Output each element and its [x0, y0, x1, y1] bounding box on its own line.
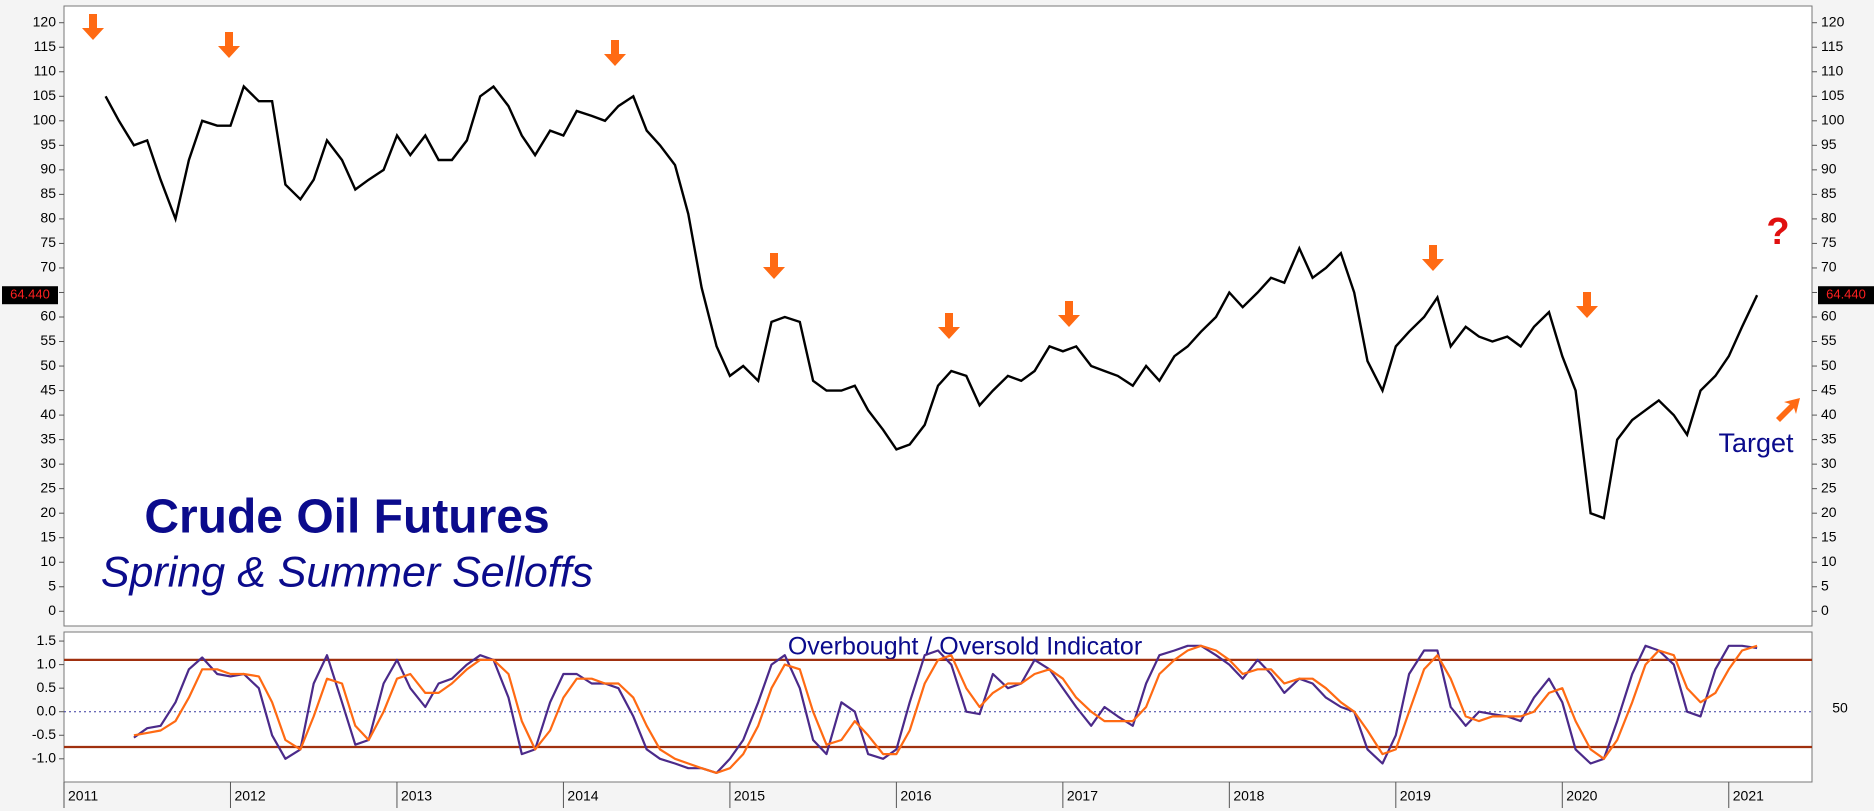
- y-tick-label: 15: [40, 528, 56, 544]
- y-tick-label: 45: [1821, 381, 1837, 397]
- last-price-label: 64.440: [10, 287, 50, 302]
- y-tick-label: 0.5: [37, 679, 57, 695]
- y-tick-label: 20: [40, 504, 56, 520]
- arrows: [82, 14, 1800, 422]
- y-tick-label: 5: [1821, 577, 1829, 593]
- y-tick-label: 25: [1821, 479, 1837, 495]
- y-tick-label: 90: [1821, 161, 1837, 177]
- annotation: Target: [1718, 428, 1794, 458]
- y-tick-label: 15: [1821, 528, 1837, 544]
- y-tick-label: 20: [1821, 504, 1837, 520]
- down-arrow: [938, 313, 960, 339]
- y-tick-label: 30: [40, 455, 56, 471]
- last-price-box: [1818, 286, 1874, 305]
- y-tick-label: 90: [40, 161, 56, 177]
- y-tick-label: 0: [1821, 602, 1829, 618]
- y-tick-label: 70: [1821, 259, 1837, 275]
- y-tick-label: 105: [1821, 87, 1845, 103]
- chart-title: Crude Oil Futures: [144, 491, 549, 544]
- x-tick-label: 2017: [1067, 788, 1098, 804]
- y-tick-label: 95: [40, 136, 56, 152]
- indicator-line: [133, 644, 1758, 774]
- y-tick-label: 85: [40, 185, 56, 201]
- y-tick-label: 1.0: [37, 655, 57, 671]
- x-tick-label: 2014: [567, 788, 598, 804]
- y-tick-label: 120: [33, 13, 57, 29]
- y-tick-label: 30: [1821, 455, 1837, 471]
- x-tick-label: 2021: [1733, 788, 1764, 804]
- y-tick-label: 100: [1821, 112, 1845, 128]
- indicator-title: Overbought / Oversold Indicator: [788, 633, 1142, 661]
- annotation: ?: [1766, 211, 1789, 253]
- down-arrow: [763, 253, 785, 279]
- y-tick-label: 60: [40, 308, 56, 324]
- down-arrow: [1422, 245, 1444, 271]
- y-tick-label: 80: [1821, 210, 1837, 226]
- down-arrow: [218, 32, 240, 58]
- y-tick-label: 1.5: [37, 632, 57, 648]
- x-tick-label: 2018: [1233, 788, 1264, 804]
- down-arrow: [1576, 292, 1598, 318]
- y-tick-label: 110: [1821, 62, 1844, 78]
- y-tick-label: 105: [33, 87, 57, 103]
- y-tick-label: 95: [1821, 136, 1837, 152]
- y-tick-label: 70: [40, 259, 56, 275]
- y-tick-label: 10: [1821, 553, 1837, 569]
- y-tick-label: 110: [34, 62, 57, 78]
- y-tick-label: 35: [40, 430, 56, 446]
- y-tick-label: 60: [1821, 308, 1837, 324]
- y-tick-label: 40: [1821, 406, 1837, 422]
- y-tick-label: 55: [1821, 332, 1837, 348]
- down-arrow: [1058, 301, 1080, 327]
- y-tick-label: 10: [40, 553, 56, 569]
- y-tick-label: 0: [48, 602, 56, 618]
- y-tick-label: 75: [1821, 234, 1837, 250]
- x-tick-label: 2011: [68, 788, 98, 804]
- down-arrow: [82, 14, 104, 40]
- y-tick-label: -0.5: [32, 726, 56, 742]
- y-tick-label: -1.0: [32, 750, 56, 766]
- last-price-box: [2, 286, 58, 305]
- y-tick-label: 55: [40, 332, 56, 348]
- y-tick-label: 115: [34, 38, 57, 54]
- y-tick-label: 50: [40, 357, 56, 373]
- y-tick-label: 120: [1821, 13, 1845, 29]
- y-tick-label: 100: [33, 112, 57, 128]
- up-arrow: [1776, 398, 1800, 422]
- indicator-pane: [63, 631, 1813, 783]
- y-tick-label: 0.0: [37, 702, 57, 718]
- x-tick-label: 2013: [401, 788, 432, 804]
- chart-subtitle: Spring & Summer Selloffs: [101, 548, 593, 596]
- y-tick-label: 5: [48, 577, 56, 593]
- down-arrow: [604, 40, 626, 66]
- y-tick-label: 50: [1821, 357, 1837, 373]
- y-tick-label: 45: [40, 381, 56, 397]
- y-tick-label: 25: [40, 479, 56, 495]
- last-price-label: 64.440: [1826, 287, 1866, 302]
- y-tick-label: 85: [1821, 185, 1837, 201]
- x-tick-label: 2020: [1566, 788, 1597, 804]
- y-tick-label: 40: [40, 406, 56, 422]
- y-tick-label: 75: [40, 234, 56, 250]
- x-tick-label: 2016: [900, 788, 931, 804]
- x-tick-label: 2019: [1400, 788, 1431, 804]
- y-tick-label: 115: [1821, 38, 1844, 54]
- x-tick-label: 2015: [734, 788, 765, 804]
- right-label: 50: [1832, 700, 1848, 716]
- y-tick-label: 35: [1821, 430, 1837, 446]
- y-tick-label: 80: [40, 210, 56, 226]
- price-line: [104, 84, 1759, 520]
- x-tick-label: 2012: [234, 788, 265, 804]
- price-pane: [63, 5, 1813, 627]
